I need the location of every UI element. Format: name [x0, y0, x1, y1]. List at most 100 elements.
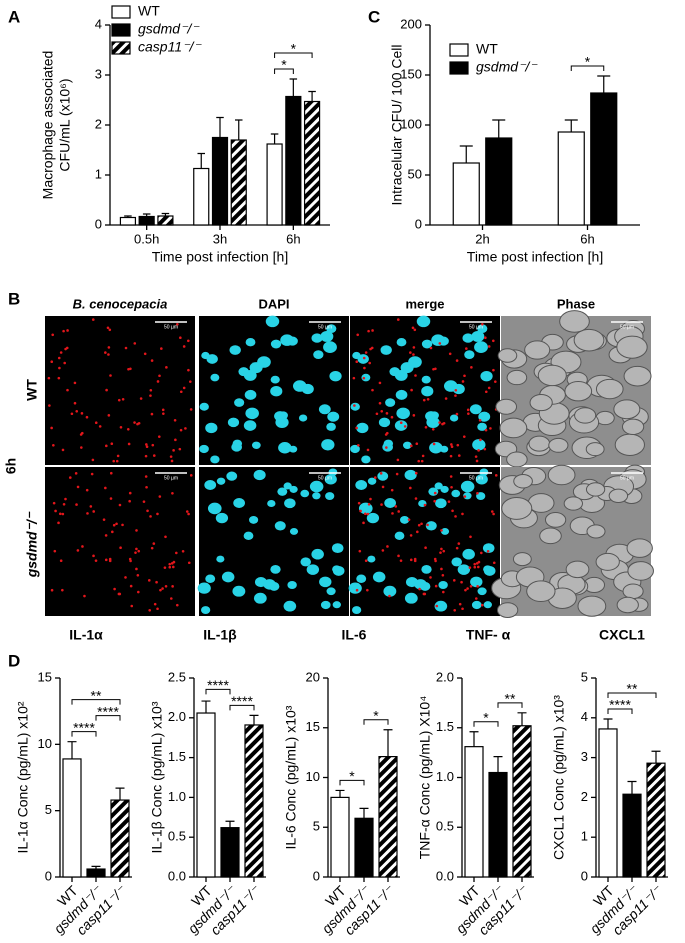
bacterium: [52, 501, 56, 505]
error-bar: [469, 731, 479, 747]
bacterium: [108, 557, 112, 561]
nucleus: [474, 341, 488, 354]
legend-swatch: [449, 43, 469, 57]
bacterium: [145, 443, 148, 446]
significance-bracket: [71, 699, 121, 705]
bar: [488, 771, 508, 878]
bacterium: [429, 576, 432, 579]
nucleus: [462, 548, 475, 560]
bacterium: [184, 427, 187, 430]
bacterium: [124, 576, 127, 579]
bacterium: [416, 530, 419, 534]
nucleus: [408, 356, 422, 368]
bacterium: [476, 565, 480, 569]
bacterium: [466, 408, 470, 412]
cell: [614, 433, 645, 456]
error-bar: [359, 807, 369, 819]
bacterium: [104, 558, 108, 562]
nucleus: [469, 404, 482, 415]
bacterium: [391, 512, 394, 515]
y-tick-label: 0.0: [436, 868, 454, 883]
nucleus: [263, 579, 276, 590]
scale-bar-label: 50 µm: [164, 475, 178, 481]
cell: [565, 560, 590, 579]
bacterium: [453, 608, 457, 612]
bar: [598, 728, 618, 878]
bacterium: [175, 551, 178, 555]
bacterium: [109, 471, 113, 475]
bacterium: [433, 557, 437, 561]
bacterium: [394, 505, 398, 508]
y-tick-label: 10: [38, 736, 52, 751]
nucleus: [414, 579, 427, 590]
bacterium: [109, 497, 113, 500]
y-tick-label: 10: [306, 769, 320, 784]
bacterium: [452, 579, 456, 582]
bacterium: [94, 559, 98, 562]
bacterium: [75, 503, 78, 506]
bacterium: [63, 361, 66, 365]
bacterium: [73, 401, 77, 405]
nucleus: [280, 334, 294, 346]
bar: [354, 817, 374, 878]
nucleus: [361, 455, 371, 464]
bacterium: [465, 347, 468, 350]
bacterium: [426, 397, 430, 401]
bacterium: [137, 421, 141, 425]
cell: [524, 340, 551, 360]
bacterium: [106, 326, 110, 330]
bacterium: [412, 346, 416, 349]
nucleus: [270, 375, 280, 384]
bacterium: [157, 435, 161, 438]
bacterium: [455, 546, 459, 550]
bacterium: [455, 359, 459, 362]
cell: [563, 496, 583, 511]
nucleus: [257, 356, 271, 368]
significance-label: *: [585, 54, 591, 70]
bacterium: [172, 449, 175, 452]
y-tick-label: 1.0: [436, 769, 454, 784]
bacterium: [150, 546, 154, 550]
bacterium: [476, 585, 479, 588]
bacterium: [89, 505, 93, 508]
bacterium: [492, 512, 495, 516]
cell: [595, 552, 620, 571]
nucleus: [199, 444, 209, 454]
bacterium: [489, 427, 492, 430]
x-tick-label: 6h: [286, 231, 300, 246]
bacterium: [410, 388, 413, 392]
bacterium: [362, 376, 366, 380]
bacterium: [48, 404, 51, 407]
bacterium: [152, 542, 156, 545]
y-axis-label: IL-1β Conc (pg/mL) x10³: [149, 701, 165, 853]
y-tick-label: 0.0: [168, 868, 186, 883]
nucleus: [402, 441, 412, 450]
bacterium: [492, 339, 495, 343]
bacterium: [367, 502, 371, 506]
bacterium: [357, 443, 360, 447]
error-bar: [517, 712, 527, 726]
nucleus: [434, 600, 448, 612]
bacterium: [161, 587, 164, 590]
bacterium: [434, 367, 437, 371]
bacterium: [179, 428, 183, 432]
bacterium: [477, 449, 480, 452]
nucleus: [251, 441, 261, 450]
nucleus: [283, 600, 297, 612]
nucleus: [452, 383, 465, 395]
bacterium: [136, 573, 140, 577]
error-bar: [493, 756, 503, 773]
y-axis-label: IL-6 Conc (pg/mL) x10³: [283, 705, 299, 849]
cell: [573, 328, 605, 352]
error-bar: [627, 780, 637, 795]
bacterium: [104, 351, 107, 354]
nucleus: [394, 531, 405, 540]
bar: [285, 95, 302, 226]
nucleus: [394, 369, 408, 381]
bacterium: [104, 486, 107, 490]
nucleus: [326, 324, 337, 333]
nucleus: [311, 333, 323, 343]
bacterium: [153, 602, 157, 606]
bacterium: [457, 542, 461, 545]
bacterium: [187, 561, 191, 565]
